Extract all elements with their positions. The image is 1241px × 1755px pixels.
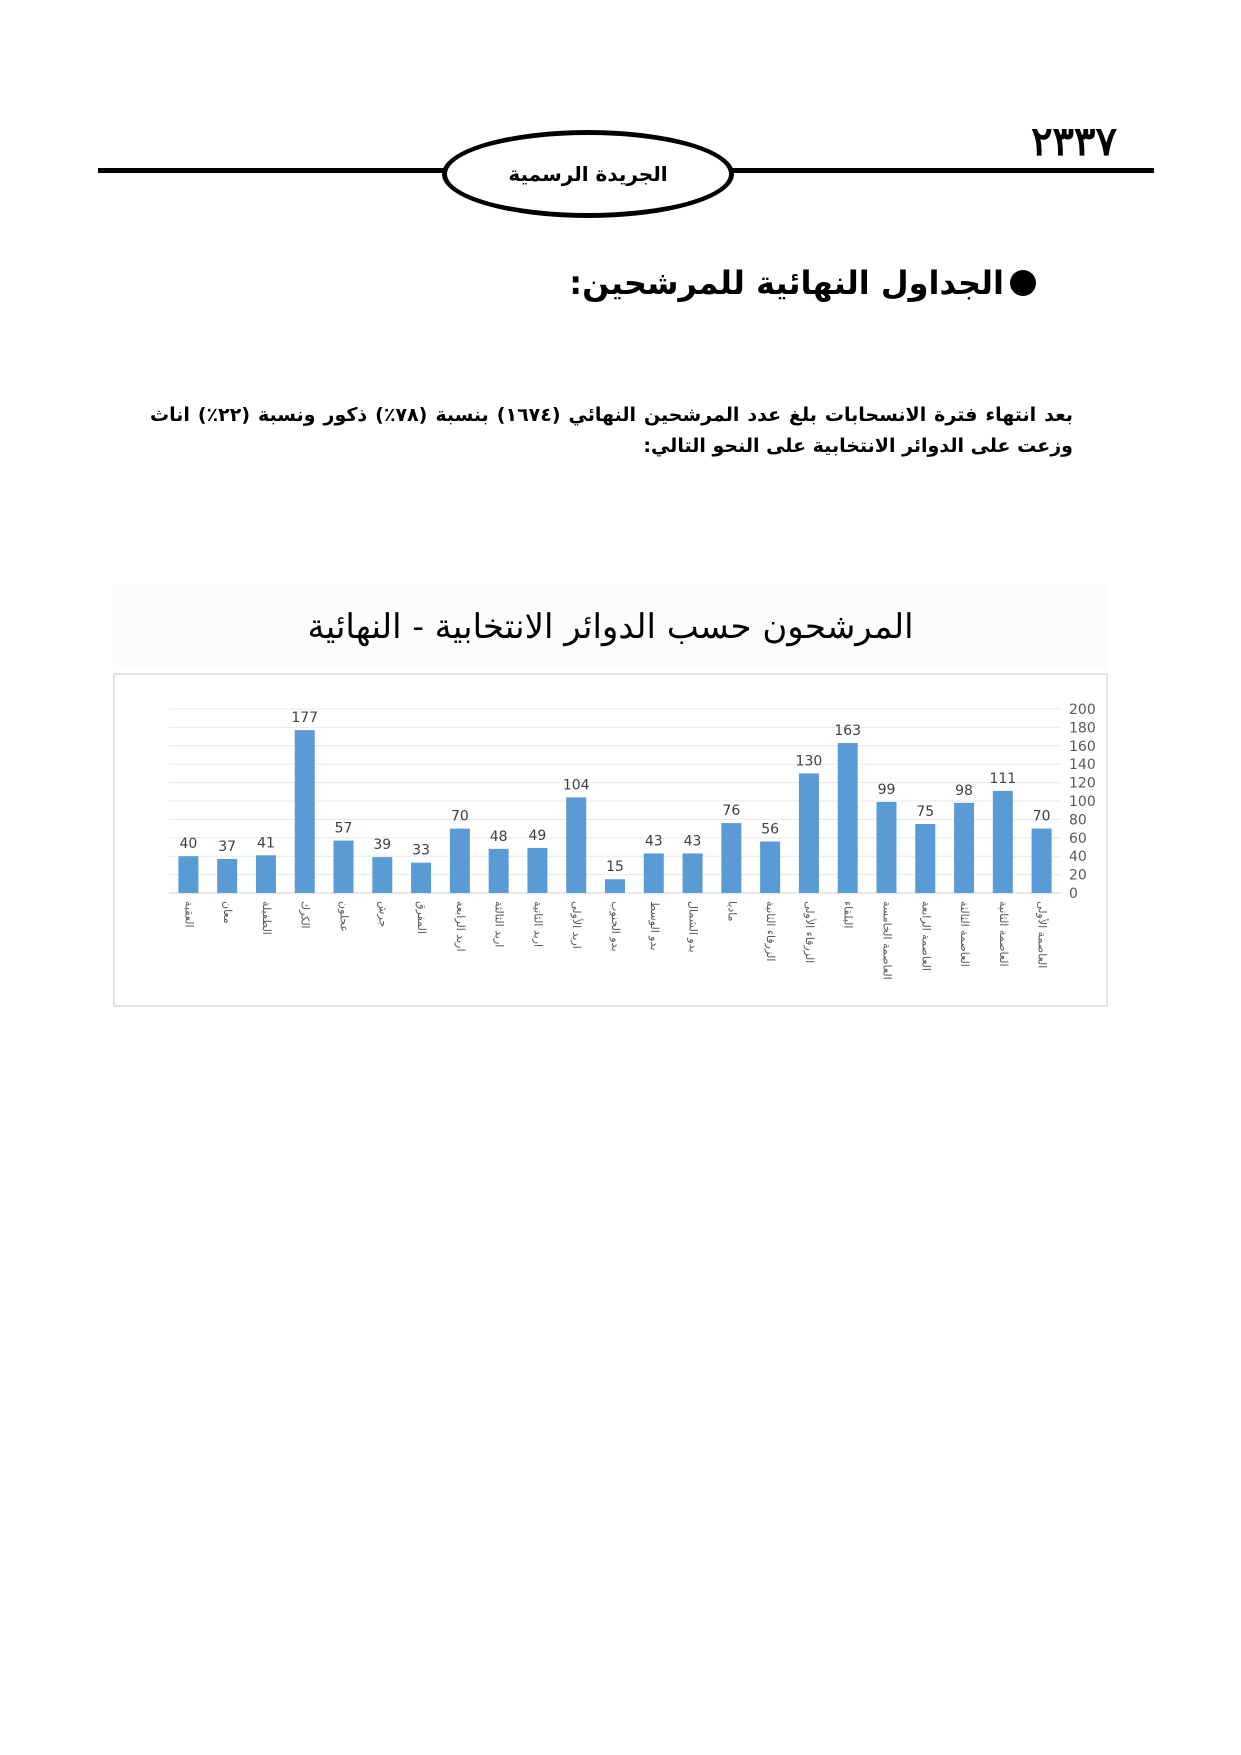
y-tick-label: 160 — [1069, 739, 1096, 755]
data-label: 76 — [722, 803, 740, 819]
y-tick-label: 120 — [1069, 776, 1096, 792]
data-label: 70 — [1033, 809, 1051, 825]
y-tick-label: 40 — [1069, 849, 1087, 865]
x-tick-label: اربد الثانية — [531, 901, 544, 947]
x-tick-label: العاصمة الثانية — [997, 901, 1010, 967]
chart-title: المرشحون حسب الدوائر الانتخابية - النهائ… — [113, 584, 1108, 670]
x-tick-label: معان — [221, 901, 234, 924]
y-tick-label: 140 — [1069, 757, 1096, 773]
x-tick-label: بدو الشمال — [687, 901, 700, 953]
bar — [372, 857, 393, 893]
page-number: ٢٣٣٧ — [1031, 118, 1117, 165]
x-tick-label: اربد الثالثة — [493, 901, 506, 947]
bar — [760, 841, 781, 893]
publication-badge: الجريدة الرسمية — [442, 130, 734, 218]
intro-paragraph: بعد انتهاء فترة الانسحابات بلغ عدد المرش… — [150, 404, 1073, 457]
y-tick-label: 180 — [1069, 720, 1096, 736]
x-tick-label: العاصمة الرابعة — [919, 901, 932, 971]
data-label: 41 — [257, 835, 275, 851]
publication-name: الجريدة الرسمية — [508, 162, 668, 186]
y-tick-label: 200 — [1069, 702, 1096, 718]
x-tick-label: جرش — [376, 901, 389, 927]
data-label: 56 — [761, 821, 779, 837]
bar — [915, 824, 936, 893]
bar — [333, 840, 354, 893]
bar — [488, 848, 509, 893]
bar — [876, 801, 897, 893]
x-tick-label: المفرق — [415, 901, 428, 934]
x-tick-label: الزرقاء الأولى — [803, 901, 817, 963]
bar — [954, 802, 975, 893]
section-heading: الجداول النهائية للمرشحين: — [569, 264, 1036, 302]
x-tick-label: مادبا — [725, 901, 738, 922]
data-label: 99 — [878, 782, 896, 798]
x-tick-label: الزرقاء الثانية — [764, 901, 777, 961]
bar — [255, 855, 276, 893]
bar — [294, 730, 315, 893]
data-label: 37 — [218, 839, 236, 855]
data-label: 39 — [373, 837, 391, 853]
bar — [449, 828, 470, 893]
y-tick-label: 0 — [1069, 886, 1078, 902]
x-tick-label: البلقاء — [842, 901, 855, 928]
bar — [682, 853, 703, 893]
bar — [605, 879, 625, 893]
bullet-icon — [1010, 270, 1036, 296]
bar — [217, 858, 238, 893]
data-label: 130 — [796, 753, 823, 769]
x-tick-label: العاصمة الثالثة — [958, 901, 971, 967]
data-label: 43 — [684, 833, 702, 849]
x-tick-label: اربد الرابعة — [454, 901, 467, 952]
bar — [798, 773, 819, 893]
data-label: 49 — [529, 828, 547, 844]
x-tick-label: عجلون — [338, 901, 351, 932]
data-label: 43 — [645, 833, 663, 849]
bar — [1031, 828, 1052, 893]
x-tick-label: بدو الوسط — [648, 901, 661, 950]
data-label: 48 — [490, 829, 508, 845]
y-tick-label: 80 — [1069, 812, 1087, 828]
data-label: 98 — [955, 783, 973, 799]
x-tick-label: العقبة — [182, 901, 195, 928]
data-label: 104 — [563, 777, 590, 793]
section-heading-text: الجداول النهائية للمرشحين: — [569, 264, 1004, 302]
bar — [721, 823, 742, 893]
y-tick-label: 100 — [1069, 794, 1096, 810]
bar — [643, 853, 664, 893]
x-tick-label: الكرك — [299, 901, 312, 929]
bar — [566, 797, 587, 893]
data-label: 111 — [989, 771, 1016, 787]
data-label: 40 — [179, 836, 197, 852]
y-tick-label: 20 — [1069, 868, 1087, 884]
data-label: 75 — [916, 804, 934, 820]
bar — [411, 862, 432, 893]
bar — [837, 743, 858, 893]
x-tick-label: بدو الجنوب — [609, 901, 622, 952]
bar — [527, 847, 548, 893]
chart-svg: 0 20 40 60 80 100 120 140 160 180 200 40 العقبة 37 معا… — [169, 702, 1096, 980]
data-label: 15 — [606, 859, 624, 875]
bar-chart: 0 20 40 60 80 100 120 140 160 180 200 40 العقبة 37 معا… — [113, 673, 1108, 1007]
data-label: 33 — [412, 843, 430, 859]
bar — [178, 856, 199, 893]
data-label: 57 — [335, 821, 353, 837]
y-tick-label: 60 — [1069, 831, 1087, 847]
data-label: 177 — [291, 710, 318, 726]
x-tick-label: اربد الأولى — [570, 901, 584, 949]
x-tick-label: العاصمة الخامسة — [880, 901, 893, 980]
bar — [992, 790, 1013, 893]
x-tick-label: العاصمة الأولى — [1036, 901, 1050, 968]
data-label: 70 — [451, 809, 469, 825]
data-label: 163 — [834, 723, 861, 739]
x-tick-label: الطفيلة — [260, 901, 273, 935]
